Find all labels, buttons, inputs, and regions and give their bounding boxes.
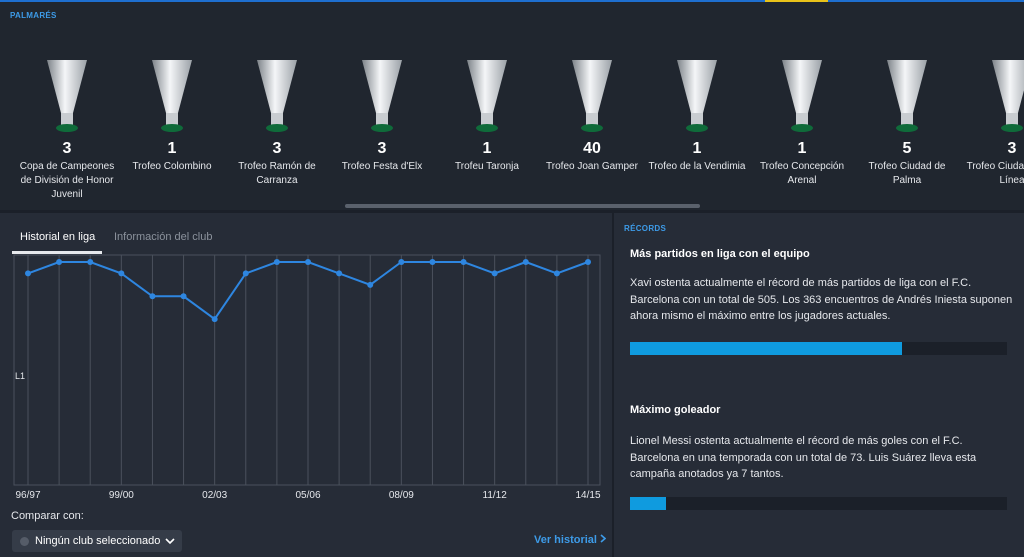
tab-underline bbox=[12, 251, 102, 254]
history-point bbox=[585, 259, 591, 265]
history-point bbox=[305, 259, 311, 265]
history-point bbox=[149, 293, 156, 300]
link-arrow bbox=[600, 534, 607, 543]
record-bar-fill bbox=[630, 342, 902, 355]
trophy-count: 1 bbox=[482, 140, 492, 157]
history-point bbox=[460, 259, 467, 265]
trophy-name: Trofeo Festa d'Elx bbox=[341, 161, 423, 172]
top-accent bbox=[0, 0, 1024, 2]
x-tick-label: 02/03 bbox=[202, 490, 227, 501]
trophy-name: Trofeo Ramón de Carranza bbox=[238, 161, 316, 186]
trophy-name: Trofeo Joan Gamper bbox=[546, 161, 638, 172]
trophy-name: Trofeo de la Vendimia bbox=[648, 161, 746, 172]
link-text: Ver historial bbox=[534, 534, 597, 546]
history-point bbox=[491, 270, 498, 277]
section-title: PALMARÉS bbox=[10, 11, 57, 20]
record-bar bbox=[630, 342, 1007, 355]
dropdown[interactable]: Ningún club seleccionado bbox=[12, 530, 182, 552]
x-tick-label: 14/15 bbox=[575, 490, 600, 501]
records-panel: RÉCORDS Más partidos en liga con el equi… bbox=[614, 213, 1024, 557]
dropdown-value: Ningún club seleccionado bbox=[35, 535, 161, 547]
trophy-cup bbox=[152, 60, 192, 132]
scrollbar[interactable] bbox=[345, 204, 700, 208]
trophy-count: 1 bbox=[797, 140, 807, 157]
history-point bbox=[336, 270, 343, 277]
tab[interactable]: Historial en liga bbox=[20, 231, 96, 243]
trophy-cup bbox=[782, 60, 822, 132]
trophy-cup bbox=[572, 60, 612, 132]
trophy-count: 1 bbox=[692, 140, 702, 157]
trophy-count: 5 bbox=[902, 140, 912, 157]
trophy-count: 3 bbox=[62, 140, 72, 157]
x-tick-label: 08/09 bbox=[389, 490, 414, 501]
trophy-cup bbox=[887, 60, 927, 132]
history-point bbox=[25, 270, 31, 277]
x-tick-label: 11/12 bbox=[483, 490, 508, 501]
history-point bbox=[87, 259, 94, 265]
history-point bbox=[56, 259, 63, 265]
record-text: Lionel Messi ostenta actualmente el réco… bbox=[630, 435, 977, 480]
record-text: Xavi ostenta actualmente el récord de má… bbox=[630, 277, 1013, 322]
x-tick-label: 05/06 bbox=[295, 490, 320, 501]
record-bar-fill bbox=[630, 497, 666, 510]
history-point bbox=[522, 259, 529, 265]
trophy-cup bbox=[47, 60, 87, 132]
history-point bbox=[553, 270, 560, 277]
history-point bbox=[367, 281, 374, 288]
history-point bbox=[398, 259, 405, 265]
compare-label: Comparar con: bbox=[11, 510, 84, 522]
x-tick-label: 99/00 bbox=[109, 490, 134, 501]
league-chart: 96/97 99/00 02/03 05/06 08/09 11/12 14/15 L1 bbox=[13, 254, 601, 501]
trophy-cup bbox=[467, 60, 507, 132]
history-point bbox=[242, 270, 249, 277]
history-point bbox=[180, 293, 187, 300]
trophy-count: 40 bbox=[583, 140, 601, 157]
x-tick-label: 96/97 bbox=[15, 490, 40, 501]
section-title: RÉCORDS bbox=[624, 224, 667, 233]
history-link[interactable]: Ver historial bbox=[534, 534, 607, 546]
trophy-count: 3 bbox=[272, 140, 282, 157]
trophy-count: 3 bbox=[377, 140, 387, 157]
record-heading: Máximo goleador bbox=[630, 404, 721, 416]
tab[interactable]: Información del club bbox=[114, 231, 213, 243]
record-heading: Más partidos en liga con el equipo bbox=[630, 248, 810, 260]
history-point bbox=[211, 316, 218, 323]
palmares-panel: PALMARÉS 3 Copa de Campeones de División … bbox=[0, 2, 1024, 210]
active-indicator bbox=[765, 0, 828, 2]
history-panel: Historial en liga Información del club 9… bbox=[0, 213, 612, 557]
history-point bbox=[273, 259, 280, 265]
trophy-name: Trofeo Colombino bbox=[132, 161, 212, 172]
history-point bbox=[118, 270, 125, 277]
y-label: L1 bbox=[15, 371, 25, 381]
trophy-cup bbox=[677, 60, 717, 132]
chevron bbox=[165, 538, 175, 545]
trophy-count: 1 bbox=[167, 140, 177, 157]
history-point bbox=[429, 259, 436, 265]
trophy-name: Trofeo Ciudad de La Línea bbox=[966, 161, 1024, 186]
trophy-name: Trofeu Taronja bbox=[455, 161, 519, 172]
club-icon bbox=[20, 537, 29, 546]
trophy-cup bbox=[257, 60, 297, 132]
trophy-name: Copa de Campeones de División de Honor J… bbox=[19, 161, 115, 200]
trophy-count: 3 bbox=[1007, 140, 1017, 157]
trophy-name: Trofeo Ciudad de Palma bbox=[868, 161, 946, 186]
record-bar bbox=[630, 497, 1007, 510]
plot-area bbox=[13, 254, 601, 486]
trophy-name: Trofeo Concepción Arenal bbox=[759, 161, 845, 186]
trophy-cup bbox=[992, 60, 1024, 132]
trophy-cup bbox=[362, 60, 402, 132]
